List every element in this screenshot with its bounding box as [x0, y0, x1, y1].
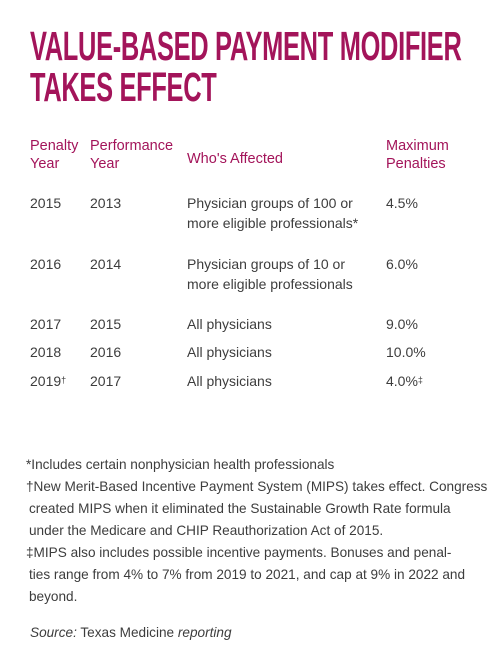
max-penalty-cell: 4.0%‡: [386, 373, 423, 389]
penalty-table: Penalty Year Performance Year Who's Affe…: [30, 138, 449, 389]
page-title: VALUE-BASED PAYMENT MODIFIER TAKES EFFEC…: [30, 23, 462, 110]
source-suffix: reporting: [177, 625, 232, 640]
footnote-dagger: †New Merit-Based Incentive Payment Syste…: [26, 479, 488, 538]
header-maximum-penalties: Maximum Penalties: [386, 138, 449, 172]
performance-year-cell: 2017: [90, 373, 122, 389]
performance-year-cell: 2016: [90, 344, 122, 360]
penalty-year-cell: 2017: [30, 316, 62, 332]
performance-year-cell: 2014: [90, 256, 122, 272]
performance-year-cell: 2013: [90, 195, 122, 211]
source-name: Texas Medicine: [80, 625, 175, 640]
title-line-2: TAKES EFFECT: [30, 64, 217, 110]
affected-cell: All physicians: [187, 344, 272, 360]
source-prefix: Source:: [30, 625, 77, 640]
affected-cell: All physicians: [187, 316, 272, 332]
penalty-year-cell: 2016: [30, 256, 62, 272]
affected-cell: Physician groups of 10 or more eligible …: [187, 256, 353, 292]
title-line-1: VALUE-BASED PAYMENT MODIFIER: [30, 23, 462, 69]
header-penalty-year: Penalty Year: [30, 138, 79, 172]
footnotes: *Includes certain nonphysician health pr…: [26, 454, 488, 608]
header-whos-affected: Who's Affected: [187, 151, 283, 167]
header-performance-year: Performance Year: [90, 138, 174, 172]
penalty-year-cell: 2019†: [30, 373, 67, 389]
penalty-year-cell: 2018: [30, 344, 62, 360]
max-penalty-cell: 10.0%: [386, 344, 426, 360]
max-penalty-cell: 4.5%: [386, 195, 418, 211]
footnote-asterisk: *Includes certain nonphysician health pr…: [26, 457, 335, 472]
penalty-year-cell: 2015: [30, 195, 62, 211]
max-penalty-cell: 9.0%: [386, 316, 418, 332]
affected-cell: All physicians: [187, 373, 272, 389]
affected-cell: Physician groups of 100 or more eligible…: [187, 195, 359, 231]
source-credit: Source: Texas Medicine reporting: [30, 625, 232, 640]
max-penalty-cell: 6.0%: [386, 256, 418, 272]
performance-year-cell: 2015: [90, 316, 122, 332]
footnote-double-dagger: ‡MIPS also includes possible incentive p…: [26, 545, 466, 604]
